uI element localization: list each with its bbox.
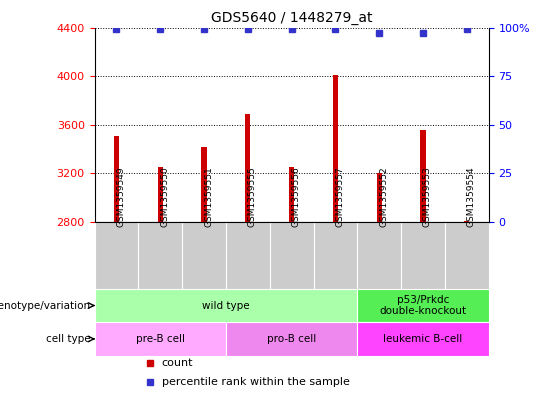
Bar	[226, 322, 357, 356]
Bar	[420, 130, 426, 222]
Bar	[357, 322, 489, 356]
Bar	[445, 222, 489, 289]
Text: cell type: cell type	[46, 334, 91, 344]
Bar	[138, 222, 182, 289]
Bar	[357, 289, 489, 322]
Text: pre-B cell: pre-B cell	[136, 334, 185, 344]
Text: count: count	[161, 358, 193, 368]
Bar	[94, 222, 138, 289]
Bar	[201, 147, 207, 222]
Bar	[376, 173, 382, 222]
Text: GSM1359554: GSM1359554	[467, 167, 476, 227]
Text: genotype/variation: genotype/variation	[0, 301, 91, 310]
Bar	[269, 222, 314, 289]
Text: GSM1359555: GSM1359555	[248, 167, 257, 227]
Bar	[245, 114, 251, 222]
Text: pro-B cell: pro-B cell	[267, 334, 316, 344]
Bar	[333, 75, 338, 222]
Bar	[464, 221, 469, 222]
Text: p53/Prkdc
double-knockout: p53/Prkdc double-knockout	[380, 295, 467, 316]
Text: leukemic B-cell: leukemic B-cell	[383, 334, 463, 344]
Bar	[158, 167, 163, 222]
Text: GSM1359552: GSM1359552	[379, 167, 388, 227]
Bar	[94, 289, 357, 322]
Bar	[182, 222, 226, 289]
Bar	[94, 322, 226, 356]
Text: GSM1359549: GSM1359549	[117, 167, 125, 227]
Bar	[357, 222, 401, 289]
Bar	[226, 222, 269, 289]
Bar	[289, 167, 294, 222]
Text: GSM1359553: GSM1359553	[423, 167, 432, 227]
Text: GSM1359550: GSM1359550	[160, 167, 169, 227]
Text: wild type: wild type	[202, 301, 249, 310]
Bar	[114, 136, 119, 222]
Bar	[314, 222, 357, 289]
Text: percentile rank within the sample: percentile rank within the sample	[161, 377, 349, 387]
Bar	[401, 222, 445, 289]
Text: GSM1359557: GSM1359557	[335, 167, 345, 227]
Text: GSM1359551: GSM1359551	[204, 167, 213, 227]
Title: GDS5640 / 1448279_at: GDS5640 / 1448279_at	[211, 11, 373, 25]
Text: GSM1359556: GSM1359556	[292, 167, 301, 227]
